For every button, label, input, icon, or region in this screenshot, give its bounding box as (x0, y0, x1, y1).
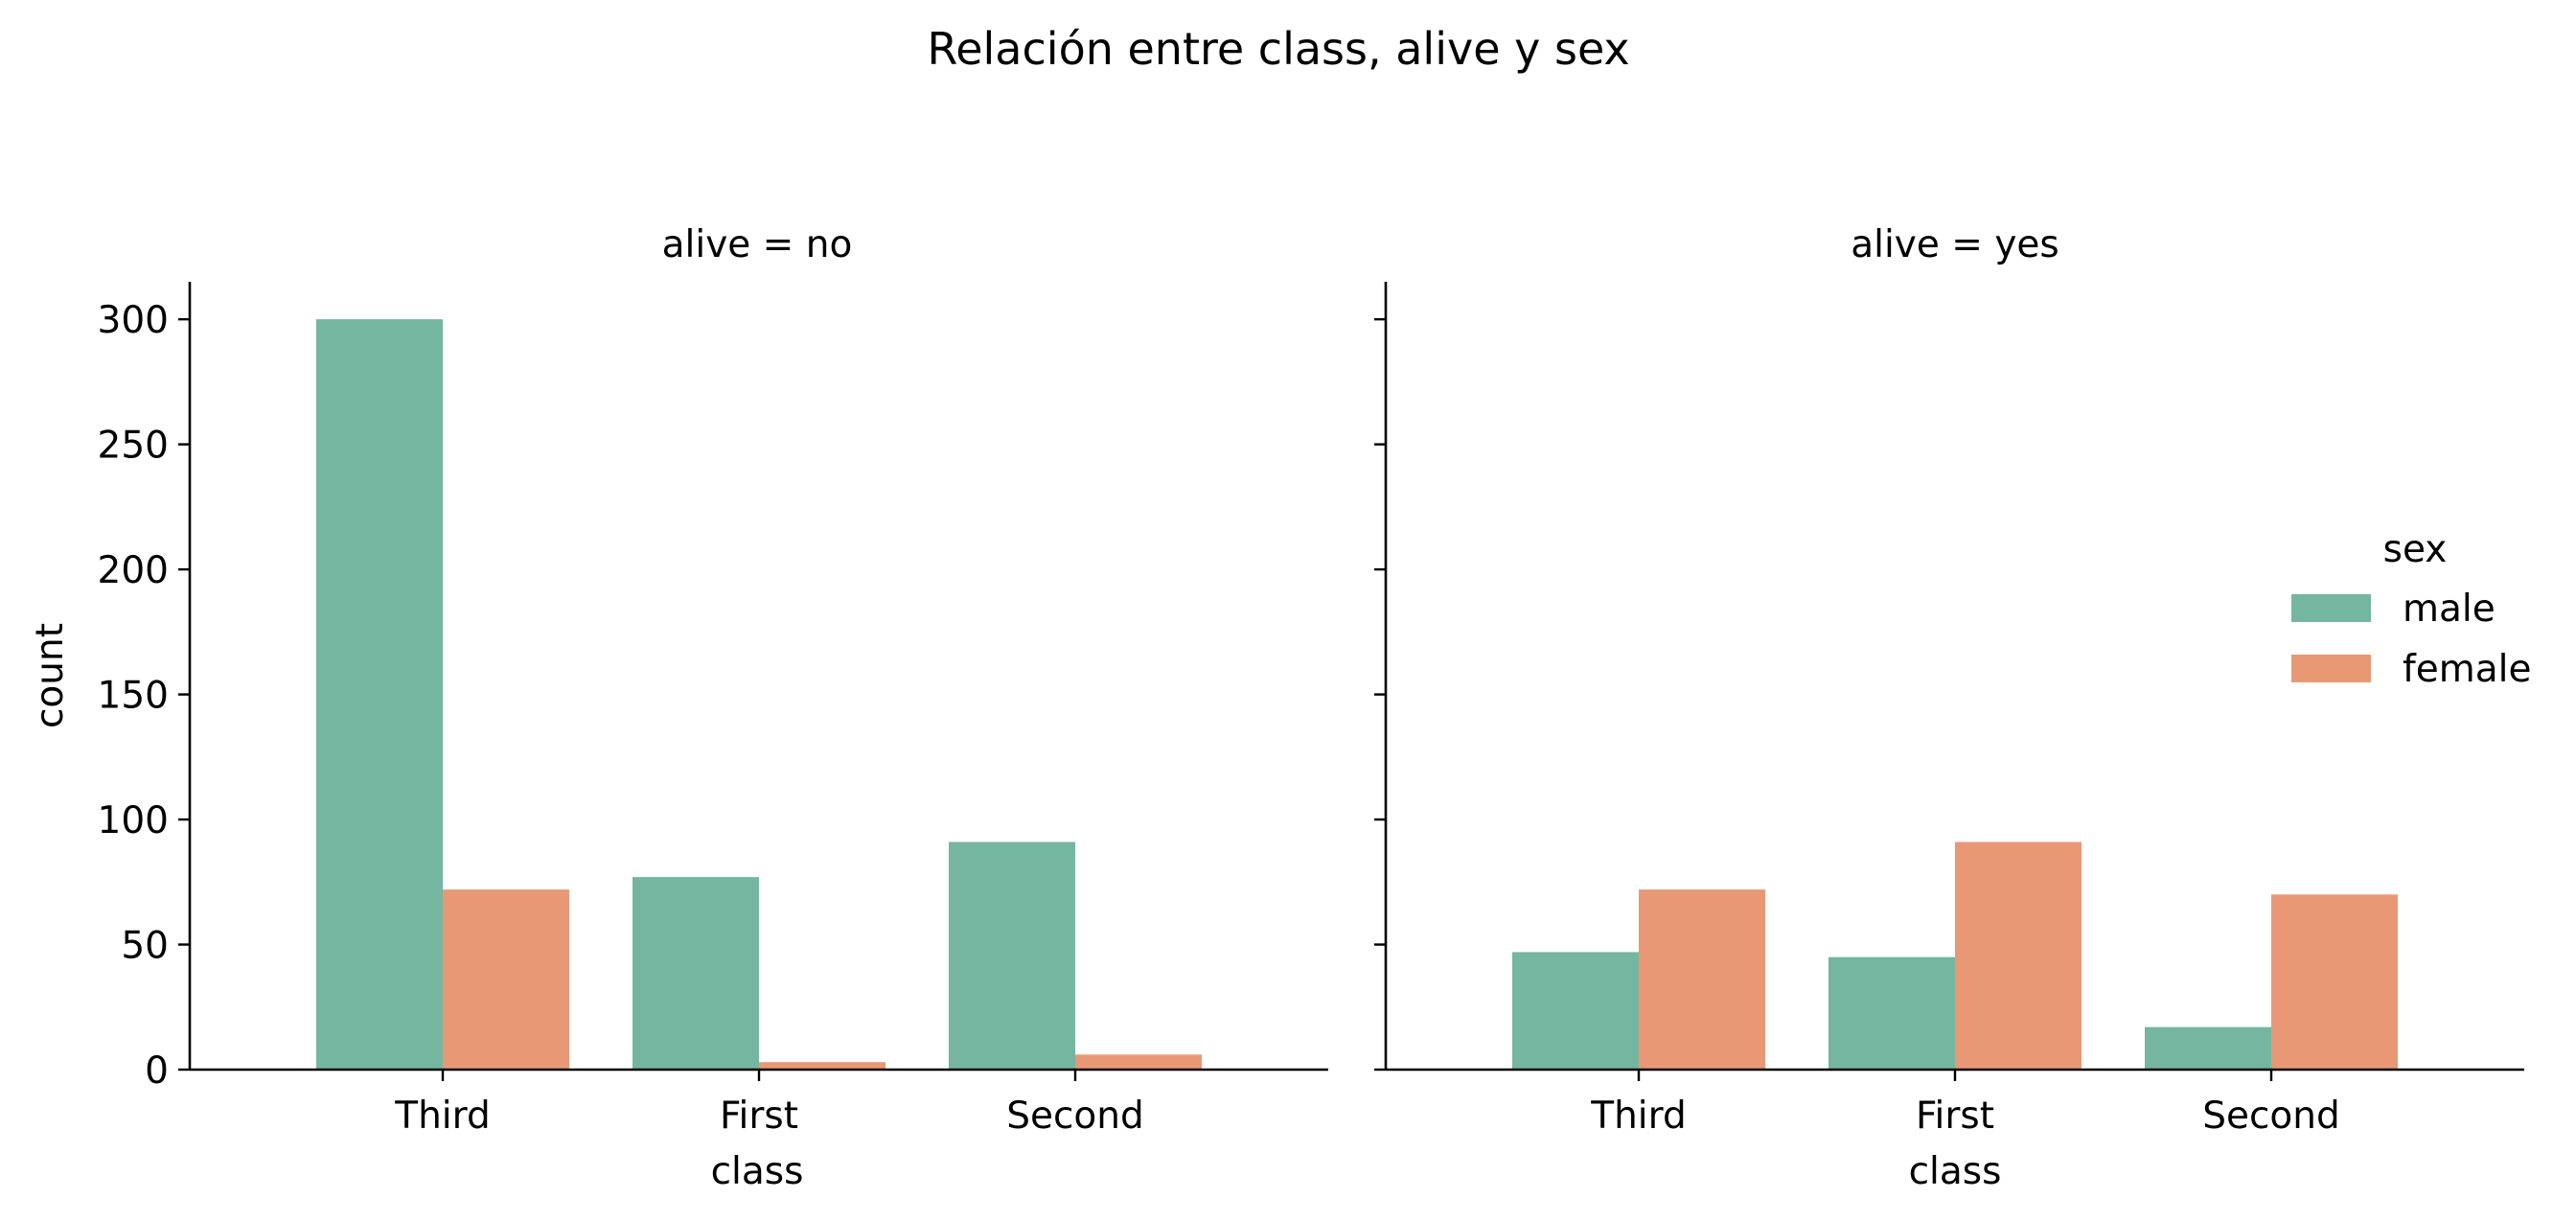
y-ticks: 0 50 100 150 200 250 300 (98, 299, 190, 1093)
facet-title: alive = yes (1851, 223, 2059, 266)
y-tick-label: 300 (98, 299, 169, 342)
x-tick-label: First (720, 1095, 798, 1138)
x-tick-label: First (1916, 1095, 1994, 1138)
bars-group (1512, 842, 2398, 1070)
bar-male-third (1512, 952, 1639, 1070)
legend-label-male: male (2403, 588, 2496, 631)
bar-female-first (1955, 842, 2082, 1070)
x-ticks: Third First Second (394, 1070, 1144, 1138)
x-tick-label: Second (2202, 1095, 2340, 1138)
y-tick-label: 200 (98, 549, 169, 592)
bar-male-first (1828, 957, 1955, 1070)
x-tick-label: Second (1006, 1095, 1144, 1138)
legend-title: sex (2383, 528, 2448, 571)
x-axis-label: class (711, 1150, 804, 1193)
legend: sex male female (2291, 528, 2531, 691)
bar-female-second (1075, 1054, 1202, 1070)
x-tick-label: Third (394, 1095, 490, 1138)
x-axis-label: class (1909, 1150, 2002, 1193)
bar-female-third (443, 889, 569, 1070)
x-ticks: Third First Second (1590, 1070, 2340, 1138)
legend-swatch-female (2291, 655, 2371, 682)
bar-male-second (2145, 1026, 2271, 1070)
x-tick-label: Third (1590, 1095, 1686, 1138)
bar-male-second (949, 842, 1075, 1070)
y-tick-label: 150 (98, 675, 169, 718)
facet-panel-alive-no: alive = no 0 50 100 150 200 250 300 Third First… (29, 223, 1328, 1193)
y-axis-label: count (29, 623, 72, 728)
chart-title: Relación entre class, alive y sex (927, 23, 1629, 75)
bar-male-first (632, 877, 759, 1070)
bar-female-third (1639, 889, 1765, 1070)
bar-female-second (2271, 894, 2398, 1070)
y-tick-label: 50 (121, 925, 169, 968)
y-tick-label: 100 (98, 799, 169, 842)
legend-swatch-male (2291, 594, 2371, 622)
bar-female-first (759, 1062, 886, 1070)
legend-label-female: female (2403, 648, 2531, 691)
bar-male-third (316, 319, 443, 1071)
y-ticks (1374, 317, 1386, 1072)
bars-group (316, 319, 1202, 1071)
y-tick-label: 250 (98, 425, 169, 468)
facet-title: alive = no (662, 223, 853, 266)
facet-panel-alive-yes: alive = yes Third First Second class (1374, 223, 2524, 1193)
y-tick-label: 0 (145, 1049, 169, 1093)
